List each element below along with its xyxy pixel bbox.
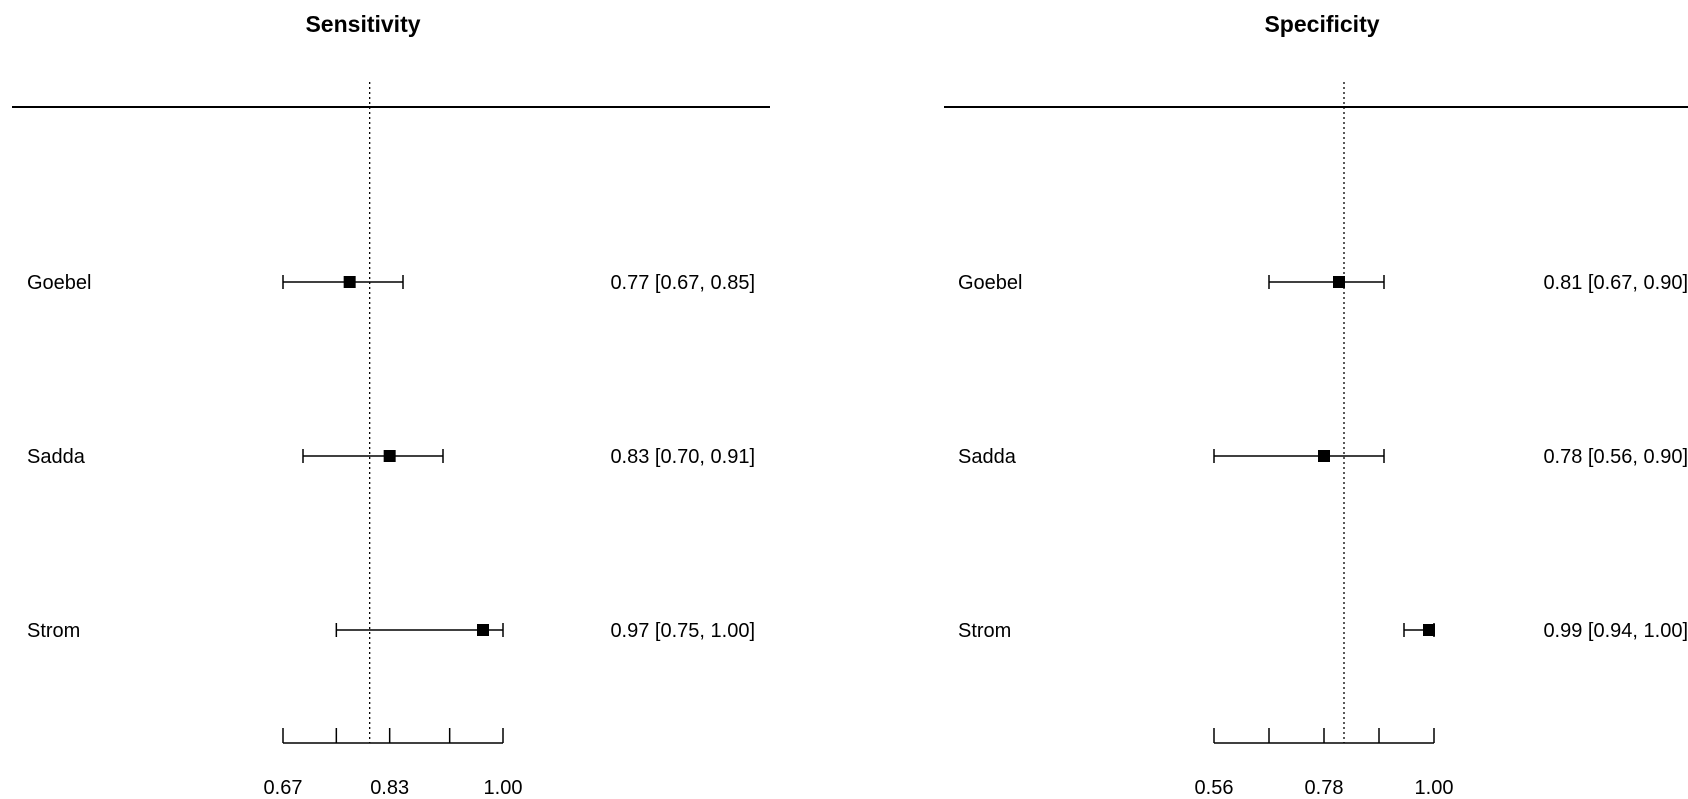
x-tick-label: 0.83 [370,777,409,799]
estimate-ci-label: 0.97 [0.75, 1.00] [610,620,755,642]
panel-title: Sensitivity [305,11,420,37]
point-estimate-marker [1318,450,1330,462]
x-tick-label: 1.00 [484,777,523,799]
study-name-label: Sadda [27,446,86,468]
study-name-label: Sadda [958,446,1017,468]
estimate-ci-label: 0.99 [0.94, 1.00] [1543,620,1688,642]
estimate-ci-label: 0.78 [0.56, 0.90] [1543,446,1688,468]
estimate-ci-label: 0.77 [0.67, 0.85] [610,272,755,294]
point-estimate-marker [343,276,356,288]
point-estimate-marker [477,624,489,636]
point-estimate-marker [1423,624,1435,636]
x-tick-label: 0.67 [264,777,303,799]
panel-title: Specificity [1264,11,1379,37]
point-estimate-marker [1333,276,1345,288]
estimate-ci-label: 0.81 [0.67, 0.90] [1543,272,1688,294]
study-name-label: Goebel [958,272,1023,294]
point-estimate-marker [383,450,396,462]
x-tick-label: 0.56 [1195,777,1234,799]
study-name-label: Strom [27,620,80,642]
x-tick-label: 0.78 [1305,777,1344,799]
x-tick-label: 1.00 [1415,777,1454,799]
study-name-label: Strom [958,620,1011,642]
study-name-label: Goebel [27,272,92,294]
estimate-ci-label: 0.83 [0.70, 0.91] [610,446,755,468]
